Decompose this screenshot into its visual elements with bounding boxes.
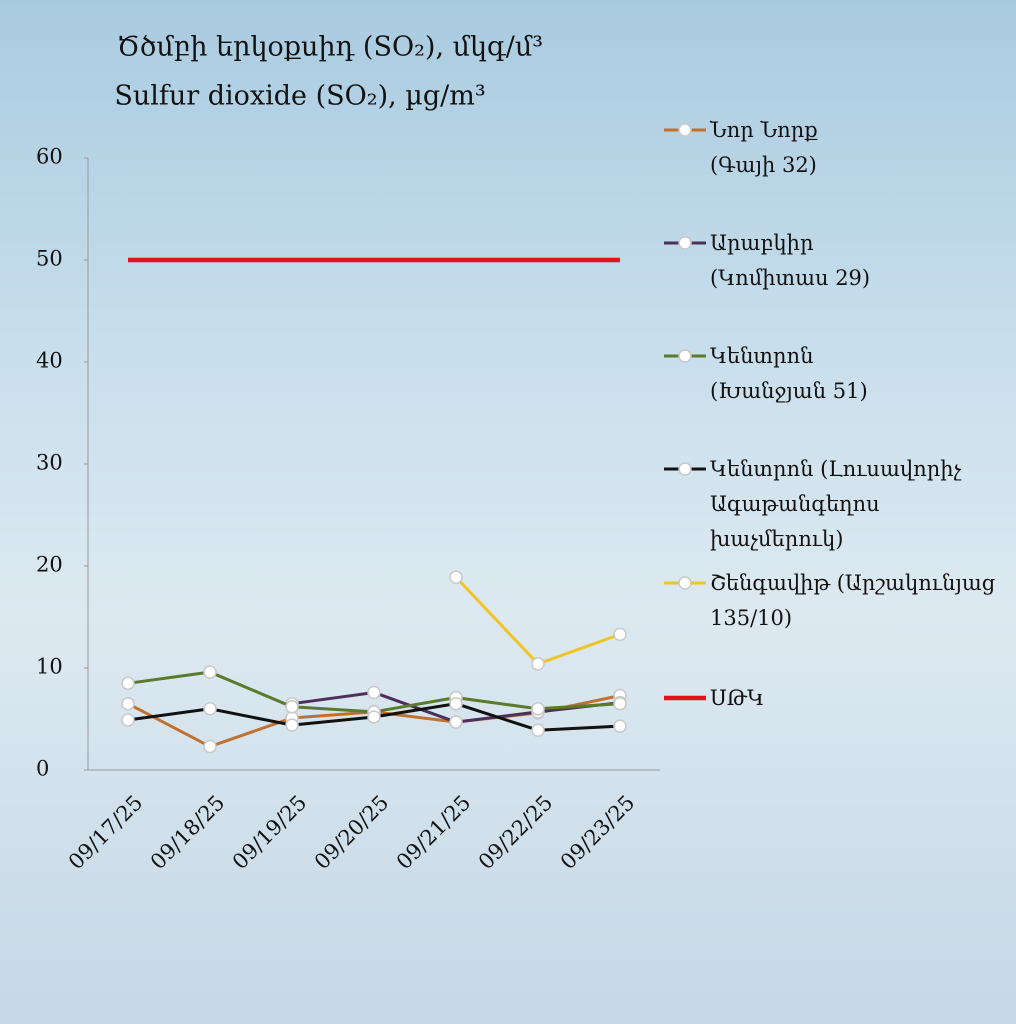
x-tick-label: 09/22/25 <box>474 790 558 874</box>
chart-subtitle: Sulfur dioxide (SO₂), µg/m³ <box>114 81 485 112</box>
y-tick-label: 60 <box>36 145 63 169</box>
legend-label: Կենտրոն (Խանջյան 51) <box>710 344 868 403</box>
data-point <box>613 719 627 733</box>
data-point <box>613 627 627 642</box>
y-tick-label: 10 <box>36 655 63 679</box>
legend-marker <box>678 123 692 137</box>
data-point <box>531 657 545 671</box>
x-tick-label: 09/19/25 <box>228 790 312 874</box>
data-point <box>613 696 627 711</box>
legend-label: ՍԹԿ <box>710 686 764 710</box>
data-point <box>531 702 545 716</box>
data-point <box>531 723 545 737</box>
data-point <box>203 665 217 679</box>
legend-label: Արաբկիր (Կոմիտաս 29) <box>710 231 871 290</box>
y-tick-label: 0 <box>36 757 49 781</box>
x-tick-label: 09/21/25 <box>392 790 476 874</box>
data-point <box>367 685 381 700</box>
x-tick-label: 09/20/25 <box>310 790 394 874</box>
legend-marker <box>678 576 692 590</box>
data-point <box>367 710 381 724</box>
legend-label: Կենտրոն (Լուսավորիչ Ագաթանգեղոս խաչմերու… <box>710 457 962 551</box>
y-tick-label: 30 <box>36 451 63 475</box>
series-line <box>454 576 621 666</box>
legend-marker <box>678 349 692 363</box>
data-point <box>449 570 463 584</box>
x-tick-label: 09/17/25 <box>64 790 148 874</box>
data-point <box>449 696 463 711</box>
legend-marker <box>678 462 692 476</box>
data-point <box>203 702 217 716</box>
legend-label: Նոր Նորք (Գայի 32) <box>710 118 818 177</box>
chart-title: Ծծմբի երկօքսիդ (SO₂), մկգ/մ³ <box>117 32 543 63</box>
data-point <box>121 696 135 711</box>
x-tick-label: 09/23/25 <box>556 790 640 874</box>
data-point <box>203 739 217 754</box>
data-point <box>449 715 463 729</box>
legend-label: Շենգավիթ (Արշակունյաց 135/10) <box>710 571 996 630</box>
y-tick-label: 40 <box>36 349 63 373</box>
data-point <box>285 700 299 714</box>
legend-marker <box>678 236 692 250</box>
y-tick-label: 50 <box>36 247 63 271</box>
data-point <box>121 676 135 691</box>
x-tick-label: 09/18/25 <box>146 790 230 874</box>
y-tick-label: 20 <box>36 553 63 577</box>
data-point <box>121 713 135 727</box>
data-point <box>285 718 299 732</box>
